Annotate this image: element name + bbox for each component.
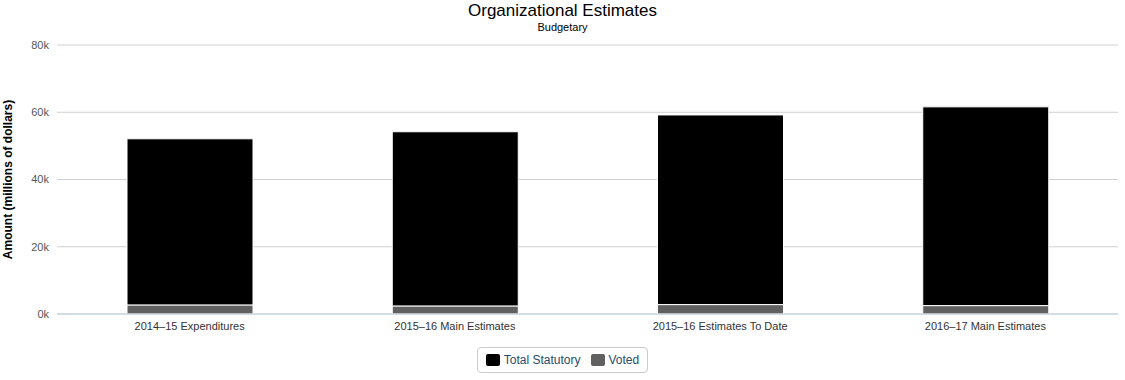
svg-text:20k: 20k	[31, 241, 49, 253]
html-text:Voted: Voted	[608, 353, 640, 367]
html-text:Total Statutory: Total Statutory	[503, 353, 581, 367]
html-text:Budgetary: Budgetary	[537, 21, 588, 33]
svg-text:60k: 60k	[31, 106, 49, 118]
svg-text:40k: 40k	[31, 173, 49, 185]
svg-text:80k: 80k	[31, 39, 49, 51]
svg-text:2015–16 Main Estimates: 2015–16 Main Estimates	[394, 320, 516, 332]
svg-text:0k: 0k	[37, 308, 49, 320]
svg-text:2014–15 Expenditures: 2014–15 Expenditures	[135, 320, 246, 332]
html-text:Organizational Estimates: Organizational Estimates	[468, 1, 657, 20]
svg-text:2015–16 Estimates To Date: 2015–16 Estimates To Date	[653, 320, 788, 332]
svg-text:Amount (millions of dollars): Amount (millions of dollars)	[8, 100, 15, 259]
svg-text:2016–17 Main Estimates: 2016–17 Main Estimates	[925, 320, 1047, 332]
